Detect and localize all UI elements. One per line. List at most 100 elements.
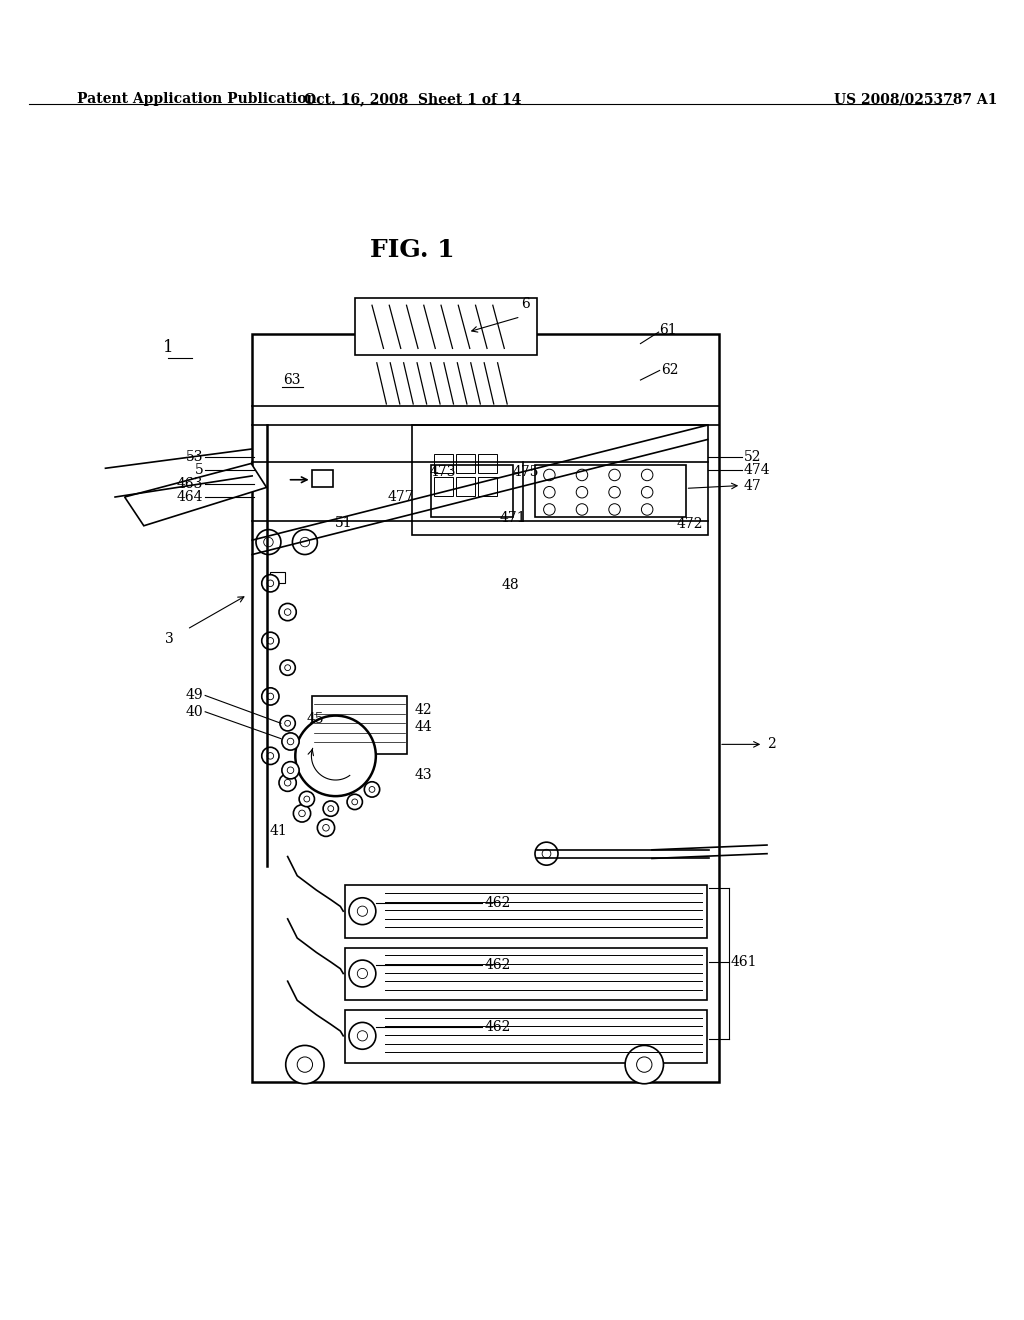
Text: 462: 462 [484,895,511,909]
Circle shape [357,1031,368,1041]
Bar [270,572,285,583]
Circle shape [349,898,376,924]
Circle shape [287,767,294,774]
Circle shape [293,529,317,554]
Text: 41: 41 [270,824,288,838]
Circle shape [279,774,296,792]
Bar [457,477,474,496]
Bar [431,466,513,517]
Bar [434,477,453,496]
Text: 1: 1 [163,339,174,356]
Circle shape [357,969,368,978]
Circle shape [299,810,305,817]
Text: 461: 461 [730,954,757,969]
Circle shape [323,825,330,832]
Text: 63: 63 [283,374,300,387]
Circle shape [324,801,339,816]
Text: 6: 6 [521,297,529,312]
Circle shape [262,688,279,705]
Bar [252,334,719,1082]
Circle shape [535,842,558,865]
Text: 42: 42 [414,702,432,717]
Bar [311,697,408,754]
Text: 2: 2 [767,738,776,751]
Text: 43: 43 [414,768,432,781]
Circle shape [299,792,314,807]
Text: 40: 40 [185,705,203,719]
Circle shape [300,537,309,546]
Bar [434,454,453,473]
Text: 462: 462 [484,958,511,972]
Circle shape [262,747,279,764]
Circle shape [365,781,380,797]
Circle shape [267,693,273,700]
Circle shape [267,638,273,644]
Bar [354,297,537,355]
Text: 471: 471 [500,511,526,525]
Text: 61: 61 [659,322,677,337]
Circle shape [285,721,291,726]
Text: 464: 464 [177,490,203,504]
Polygon shape [125,463,266,525]
Circle shape [625,1045,664,1084]
Circle shape [285,609,291,615]
Text: 44: 44 [414,721,432,734]
Circle shape [282,762,299,779]
Circle shape [256,529,281,554]
Circle shape [317,820,335,837]
Text: 477: 477 [387,490,414,504]
Bar [345,886,707,939]
Circle shape [542,849,551,858]
Bar [345,1010,707,1063]
Circle shape [280,660,295,676]
Bar [311,470,333,487]
Circle shape [264,537,273,546]
Circle shape [267,752,273,759]
Text: 462: 462 [484,1020,511,1034]
Circle shape [369,787,375,792]
Circle shape [285,665,291,671]
Circle shape [279,603,296,620]
Bar [413,425,708,536]
Circle shape [349,1023,376,1049]
Text: 5: 5 [195,463,203,477]
Circle shape [328,805,334,812]
Text: 62: 62 [662,363,679,378]
Circle shape [352,799,357,805]
Text: 3: 3 [165,632,174,645]
Text: 473: 473 [430,465,457,479]
Text: US 2008/0253787 A1: US 2008/0253787 A1 [835,92,997,107]
Text: 48: 48 [501,578,519,593]
Bar [535,466,685,517]
Bar [457,454,474,473]
Circle shape [294,805,310,822]
Bar [478,454,497,473]
Circle shape [349,960,376,987]
Text: 474: 474 [744,463,771,477]
Text: 45: 45 [306,713,324,726]
Text: 472: 472 [677,517,703,531]
Text: 52: 52 [744,450,762,463]
Circle shape [267,579,273,586]
Text: 463: 463 [177,477,203,491]
Circle shape [637,1057,652,1072]
Bar [345,948,707,1001]
Circle shape [304,796,309,803]
Circle shape [262,632,279,649]
Circle shape [347,795,362,809]
Circle shape [357,906,368,916]
Text: Oct. 16, 2008  Sheet 1 of 14: Oct. 16, 2008 Sheet 1 of 14 [303,92,521,107]
Circle shape [280,715,295,731]
Circle shape [286,1045,324,1084]
Text: 47: 47 [744,479,762,492]
Bar [478,477,497,496]
Circle shape [285,779,291,785]
Text: FIG. 1: FIG. 1 [370,238,455,263]
Circle shape [282,733,299,750]
Circle shape [295,715,376,796]
Text: 51: 51 [335,516,352,531]
Circle shape [297,1057,312,1072]
Text: 475: 475 [512,465,539,479]
Circle shape [262,574,279,591]
Circle shape [287,738,294,744]
